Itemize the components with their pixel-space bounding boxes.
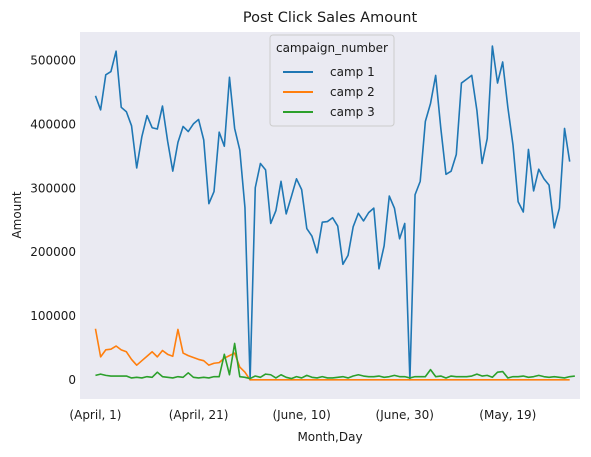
legend-box [269,34,395,127]
series-line-camp-1 [94,45,571,381]
x-tick-label: (April, 21) [169,408,229,422]
x-tick-label: (June, 10) [272,408,330,422]
legend: campaign_number camp 1 camp 2 camp 3 [269,34,395,127]
series-lines [94,45,575,381]
x-tick-label: (May, 19) [479,408,536,422]
y-tick-label: 300000 [30,181,76,195]
legend-title: campaign_number [276,41,388,55]
y-tick-label: 400000 [30,118,76,132]
legend-entry-label: camp 2 [330,85,375,99]
x-tick-label: (April, 1) [69,408,121,422]
y-tick-label: 500000 [30,54,76,68]
y-tick-label: 0 [68,373,76,387]
x-tick-label: (June, 30) [376,408,434,422]
legend-entry-label: camp 1 [330,65,375,79]
y-axis-label: Amount [10,191,24,238]
y-tick-label: 200000 [30,245,76,259]
legend-entry-label: camp 3 [330,105,375,119]
y-axis-ticks: 0 100000 200000 300000 400000 500000 [30,54,76,387]
x-axis-ticks: (April, 1) (April, 21) (June, 10) (June, 30… [69,408,536,422]
series-line-camp-2 [94,328,570,381]
y-tick-label: 100000 [30,309,76,323]
x-axis-label: Month,Day [297,430,362,444]
series-line-camp-3 [95,342,575,380]
chart-title: Post Click Sales Amount [243,10,418,26]
